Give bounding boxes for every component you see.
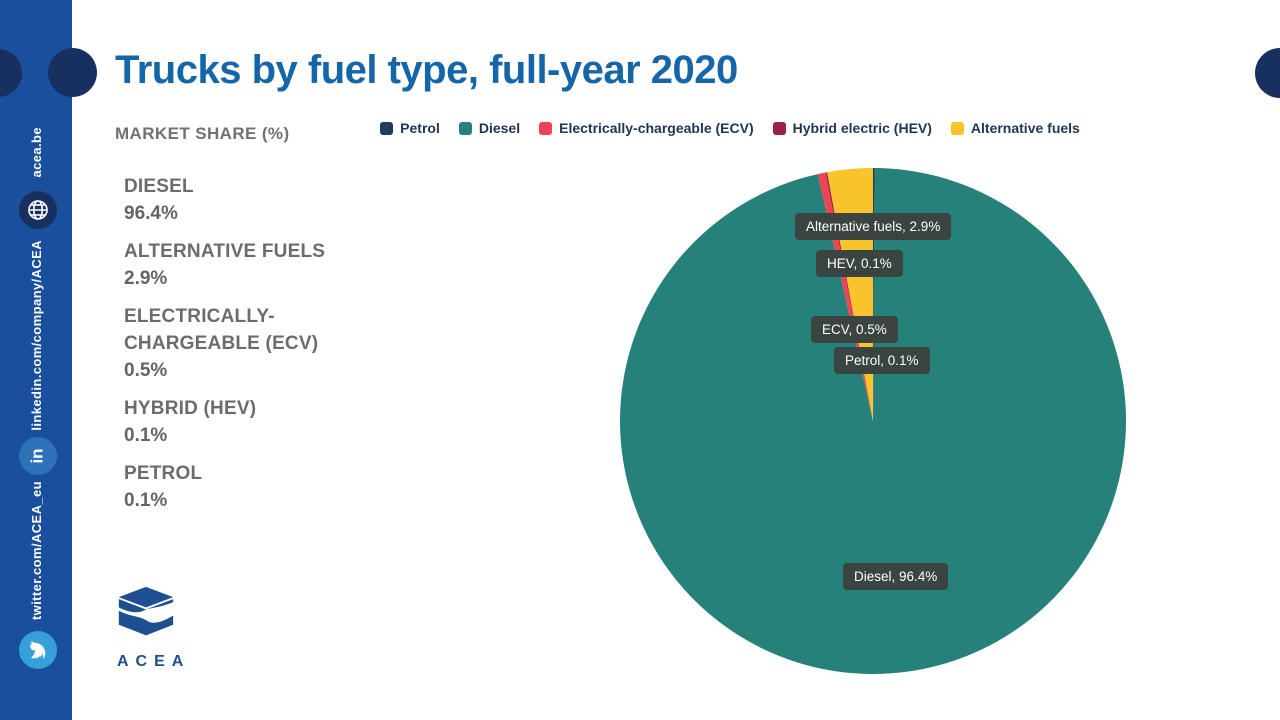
stat-label-ecv: ELECTRICALLY-CHARGEABLE (ECV)	[124, 306, 319, 354]
twitter-icon[interactable]	[19, 631, 57, 669]
legend-swatch-alternative-fuels	[950, 121, 964, 135]
acea-logo: ACEA	[110, 586, 191, 671]
legend-item-electrically-chargeable-ecv-: Electrically-chargeable (ECV)	[539, 120, 754, 136]
list-item: ELECTRICALLY-CHARGEABLE (ECV) 0.5%	[124, 303, 369, 384]
stat-value-petrol: 0.1%	[124, 490, 168, 511]
list-item: PETROL 0.1%	[124, 460, 369, 514]
legend-item-diesel: Diesel	[458, 120, 521, 136]
legend-swatch-diesel	[458, 121, 472, 135]
legend-label-hybrid-electric-hev-: Hybrid electric (HEV)	[792, 120, 932, 136]
sidebar-link-twitter[interactable]: twitter.com/ACEA_eu	[29, 481, 44, 621]
legend-label-electrically-chargeable-ecv-: Electrically-chargeable (ECV)	[559, 120, 754, 136]
linkedin-icon-glyph: in	[27, 448, 47, 464]
legend-swatch-hybrid-electric-hev-	[772, 121, 786, 135]
stat-label-hybrid: HYBRID (HEV)	[124, 398, 257, 419]
chart-subtitle: MARKET SHARE (%)	[115, 124, 290, 143]
twitter-icon-glyph	[30, 640, 46, 660]
callout-text: Diesel, 96.4%	[854, 569, 938, 584]
list-item: DIESEL 96.4%	[124, 173, 369, 227]
list-item: HYBRID (HEV) 0.1%	[124, 395, 369, 449]
legend-item-petrol: Petrol	[380, 120, 440, 136]
page-title: Trucks by fuel type, full-year 2020	[115, 48, 738, 92]
stat-value-hybrid: 0.1%	[124, 425, 168, 446]
stat-value-ecv: 0.5%	[124, 360, 168, 381]
callout-petrol: Petrol, 0.1%	[834, 347, 930, 374]
globe-icon-glyph	[28, 200, 48, 220]
callout-hev: HEV, 0.1%	[816, 250, 903, 277]
decor-circle-right	[1255, 48, 1280, 98]
decor-circle-center	[48, 48, 97, 97]
callout-pointer	[856, 334, 870, 348]
stat-label-alternative-fuels: ALTERNATIVE FUELS	[124, 241, 326, 262]
stat-label-petrol: PETROL	[124, 463, 203, 484]
sidebar-link-website[interactable]: acea.be	[29, 127, 44, 178]
legend-item-alternative-fuels: Alternative fuels	[950, 120, 1080, 136]
pie-slice-diesel	[620, 168, 1127, 674]
callout-pointer	[855, 550, 869, 564]
callout-text: HEV, 0.1%	[827, 256, 892, 271]
stat-value-diesel: 96.4%	[124, 203, 178, 224]
linkedin-icon[interactable]: in	[19, 437, 57, 475]
stat-value-alternative-fuels: 2.9%	[124, 268, 168, 289]
legend-item-hybrid-electric-hev-: Hybrid electric (HEV)	[772, 120, 932, 136]
callout-ecv: ECV, 0.5%	[811, 316, 898, 343]
legend-label-diesel: Diesel	[478, 120, 521, 136]
stat-label-diesel: DIESEL	[124, 176, 194, 197]
market-share-list: DIESEL 96.4% ALTERNATIVE FUELS 2.9% ELEC…	[124, 173, 369, 514]
chart-legend: Petrol Diesel Electrically-chargeable (ECV…	[380, 120, 1080, 136]
legend-label-alternative-fuels: Alternative fuels	[970, 120, 1080, 136]
callout-pointer	[839, 303, 853, 317]
sidebar-link-linkedin[interactable]: linkedin.com/company/ACEA	[29, 240, 44, 431]
callout-text: ECV, 0.5%	[822, 322, 887, 337]
callout-alternative-fuels: Alternative fuels, 2.9%	[795, 213, 952, 240]
callout-pointer	[841, 276, 855, 290]
pie-chart	[620, 167, 1127, 674]
list-item: ALTERNATIVE FUELS 2.9%	[124, 238, 369, 292]
globe-icon[interactable]	[19, 191, 57, 229]
legend-label-petrol: Petrol	[400, 120, 440, 136]
acea-logo-icon	[118, 586, 174, 636]
callout-text: Petrol, 0.1%	[845, 353, 919, 368]
sidebar: acea.be linkedin.com/company/ACEA in twi…	[0, 0, 72, 720]
acea-logo-text: ACEA	[117, 653, 191, 670]
legend-swatch-electrically-chargeable-ecv-	[539, 121, 553, 135]
decor-circle-left	[0, 49, 22, 97]
callout-text: Alternative fuels, 2.9%	[806, 219, 941, 234]
callout-diesel: Diesel, 96.4%	[843, 563, 949, 590]
legend-swatch-petrol	[380, 121, 394, 135]
pie-chart-svg	[620, 167, 1127, 674]
